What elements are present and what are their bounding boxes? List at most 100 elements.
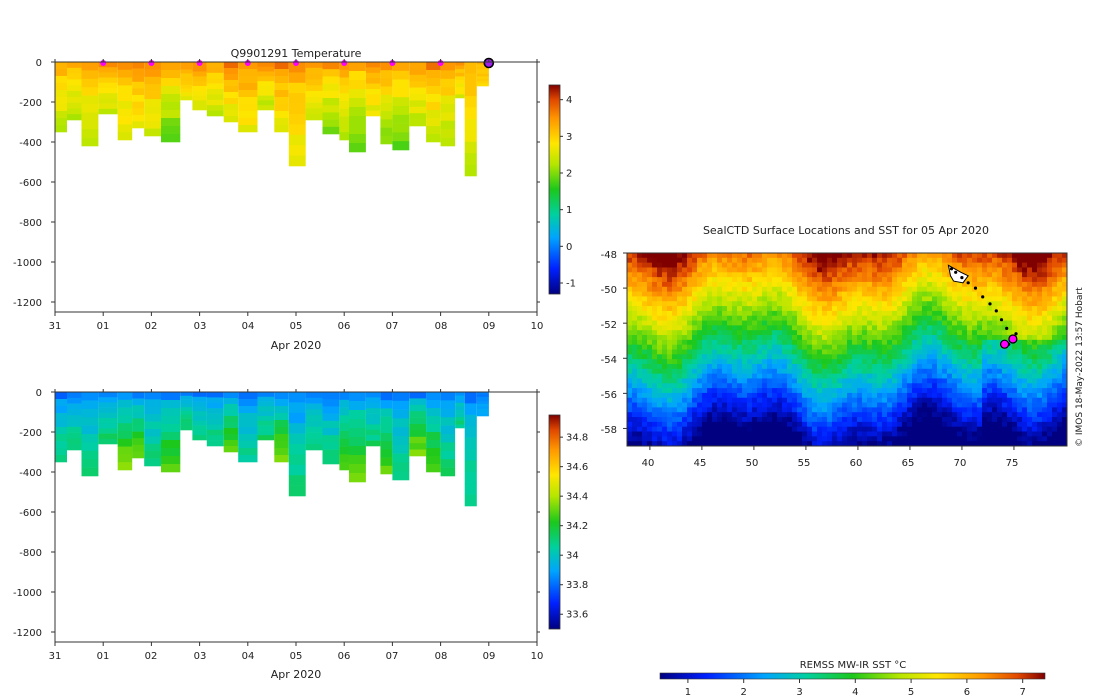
sst-cell bbox=[967, 417, 973, 423]
sst-cell bbox=[717, 306, 723, 312]
sst-cell bbox=[1022, 315, 1028, 321]
sst-cell bbox=[687, 402, 693, 408]
sst-cell bbox=[787, 426, 793, 432]
sst-cell bbox=[947, 306, 953, 312]
sst-cell bbox=[852, 441, 858, 447]
sst-cell bbox=[1022, 349, 1028, 355]
sst-cell bbox=[692, 335, 698, 341]
profile-segment bbox=[274, 455, 289, 463]
sst-cell bbox=[732, 301, 738, 307]
sst-cell bbox=[882, 402, 888, 408]
profile-segment bbox=[161, 400, 181, 409]
sst-cell bbox=[902, 412, 908, 418]
sst-cell bbox=[717, 339, 723, 346]
sst-cell bbox=[627, 306, 633, 312]
sst-cell bbox=[1042, 267, 1048, 273]
profile-segment bbox=[274, 434, 289, 442]
sst-cell bbox=[657, 344, 663, 350]
sst-cell bbox=[972, 281, 978, 288]
sst-cell bbox=[777, 436, 783, 442]
sst-cell bbox=[767, 277, 773, 283]
sst-cell bbox=[722, 412, 728, 418]
sst-cell bbox=[997, 373, 1003, 379]
sst-cell bbox=[687, 373, 693, 379]
sst-cell bbox=[967, 373, 973, 379]
sst-cell bbox=[637, 296, 643, 302]
sst-cell bbox=[667, 363, 673, 370]
sst-cell bbox=[692, 281, 698, 288]
sst-cell bbox=[832, 368, 838, 375]
sst-cell bbox=[862, 349, 868, 355]
sst-cell bbox=[762, 306, 768, 312]
sst-cell bbox=[972, 402, 978, 408]
sst-cell bbox=[957, 291, 963, 297]
sst-cell bbox=[867, 436, 873, 442]
sst-cell bbox=[1037, 257, 1043, 264]
sst-cell bbox=[647, 441, 653, 447]
sst-cell bbox=[767, 392, 773, 399]
sst-cell bbox=[862, 363, 868, 370]
sst-cell bbox=[747, 373, 753, 379]
sst-cell bbox=[782, 426, 788, 432]
sst-cell bbox=[1002, 368, 1008, 375]
sst-cell bbox=[957, 257, 963, 264]
sst-cell bbox=[932, 373, 938, 379]
sst-cell bbox=[687, 359, 693, 365]
sst-cell bbox=[717, 388, 723, 394]
sst-cell bbox=[797, 388, 803, 394]
sst-cell bbox=[927, 349, 933, 355]
sst-cell bbox=[907, 291, 913, 297]
profile-segment bbox=[288, 392, 306, 403]
sst-cell bbox=[702, 272, 708, 278]
sst-cell bbox=[642, 267, 648, 273]
sst-cell bbox=[942, 286, 948, 292]
sst-cell bbox=[762, 286, 768, 292]
sst-cell bbox=[942, 363, 948, 370]
sst-cell bbox=[817, 267, 823, 273]
sst-cell bbox=[927, 359, 933, 365]
sst-cell bbox=[1012, 267, 1018, 273]
sst-cell bbox=[817, 257, 823, 264]
sst-cell bbox=[977, 378, 983, 384]
sst-cell bbox=[947, 426, 953, 432]
sst-cell bbox=[1052, 281, 1058, 288]
sst-cell bbox=[842, 277, 848, 283]
sst-cell bbox=[642, 441, 648, 447]
profile-segment bbox=[161, 118, 181, 127]
sst-cell bbox=[662, 354, 668, 360]
sst-cell bbox=[927, 383, 933, 389]
profile-segment bbox=[392, 132, 410, 142]
sst-cell bbox=[902, 253, 908, 259]
sst-cell bbox=[702, 407, 708, 413]
sst-cell bbox=[727, 368, 733, 375]
sst-cell bbox=[1042, 407, 1048, 413]
y-tick-label: -200 bbox=[19, 428, 42, 439]
sst-cell bbox=[802, 306, 808, 312]
profile-segment bbox=[476, 406, 489, 410]
sst-cell bbox=[842, 315, 848, 321]
sst-cell bbox=[837, 368, 843, 375]
sst-cell bbox=[727, 359, 733, 365]
sst-cell bbox=[782, 378, 788, 384]
sst-cell bbox=[872, 373, 878, 379]
sst-cell bbox=[722, 253, 728, 259]
sst-cell bbox=[747, 339, 753, 346]
sst-cell bbox=[702, 359, 708, 365]
sst-cell bbox=[1032, 373, 1038, 379]
sst-cell bbox=[857, 267, 863, 273]
sst-cell bbox=[907, 388, 913, 394]
sst-cell bbox=[917, 426, 923, 432]
sst-cell bbox=[962, 349, 968, 355]
temperature-title: Q9901291 Temperature bbox=[231, 47, 362, 60]
sst-cell bbox=[887, 272, 893, 278]
sst-cell bbox=[842, 306, 848, 312]
sst-cell bbox=[1062, 412, 1068, 418]
sst-cell bbox=[1032, 431, 1038, 437]
sst-cell bbox=[897, 373, 903, 379]
sst-cell bbox=[1037, 402, 1043, 408]
sst-cell bbox=[897, 397, 903, 403]
sst-cell bbox=[1027, 431, 1033, 437]
sst-cell bbox=[832, 426, 838, 432]
sst-cell bbox=[982, 262, 988, 268]
sst-cell bbox=[657, 281, 663, 288]
